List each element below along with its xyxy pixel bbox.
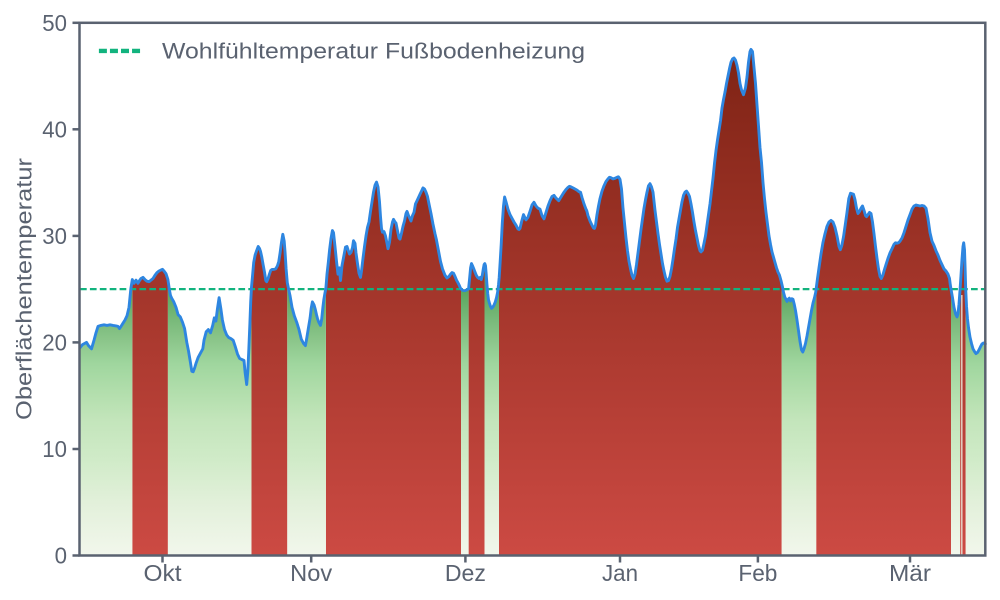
svg-text:Jan: Jan	[602, 560, 638, 586]
svg-text:50: 50	[42, 10, 67, 36]
svg-text:Feb: Feb	[738, 560, 777, 586]
svg-text:20: 20	[42, 330, 67, 356]
svg-text:30: 30	[42, 223, 67, 249]
svg-text:Dez: Dez	[445, 560, 486, 586]
svg-text:Wohlfühltemperatur Fußbodenhei: Wohlfühltemperatur Fußbodenheizung	[162, 39, 585, 64]
svg-text:Oberflächentemperatur: Oberflächentemperatur	[12, 158, 37, 420]
svg-text:Nov: Nov	[290, 560, 332, 586]
svg-text:Mär: Mär	[889, 560, 931, 586]
svg-text:10: 10	[42, 436, 67, 462]
svg-text:Okt: Okt	[144, 560, 182, 586]
svg-text:0: 0	[55, 543, 67, 569]
svg-text:40: 40	[42, 117, 67, 143]
